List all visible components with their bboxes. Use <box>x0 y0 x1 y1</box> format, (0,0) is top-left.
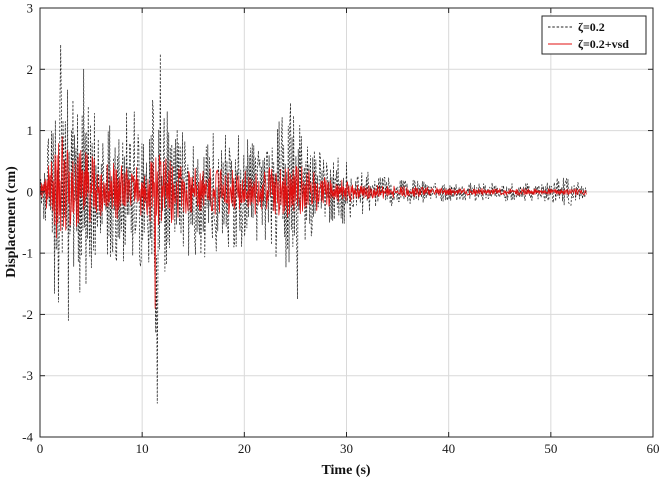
y-axis-title: Displacement (cm) <box>4 166 19 278</box>
legend-label-zeta: ζ=0.2 <box>578 20 605 34</box>
x-tick-label: 40 <box>442 441 455 456</box>
x-tick-label: 10 <box>136 441 149 456</box>
x-tick-label: 20 <box>238 441 251 456</box>
plot-area <box>40 44 587 404</box>
legend: ζ=0.2 ζ=0.2+vsd <box>541 15 647 55</box>
series-line-zeta-vsd <box>40 136 587 309</box>
x-tick-label: 60 <box>647 441 660 456</box>
x-axis-title: Time (s) <box>321 463 370 478</box>
y-tick-label: 1 <box>27 123 34 138</box>
x-tick-label: 0 <box>37 441 44 456</box>
y-tick-label: 0 <box>27 184 34 199</box>
y-tick-label: -4 <box>22 430 33 445</box>
legend-label-zeta-vsd: ζ=0.2+vsd <box>578 37 629 51</box>
y-tick-label: 3 <box>27 1 34 16</box>
x-tick-label: 30 <box>340 441 353 456</box>
y-tick-label: -3 <box>22 368 33 383</box>
y-tick-label: -1 <box>22 246 33 261</box>
series-line-zeta <box>40 44 587 404</box>
y-tick-label: -2 <box>22 307 33 322</box>
y-tick-label: 2 <box>27 62 34 77</box>
x-tick-label: 50 <box>544 441 557 456</box>
legend-box <box>541 15 647 55</box>
